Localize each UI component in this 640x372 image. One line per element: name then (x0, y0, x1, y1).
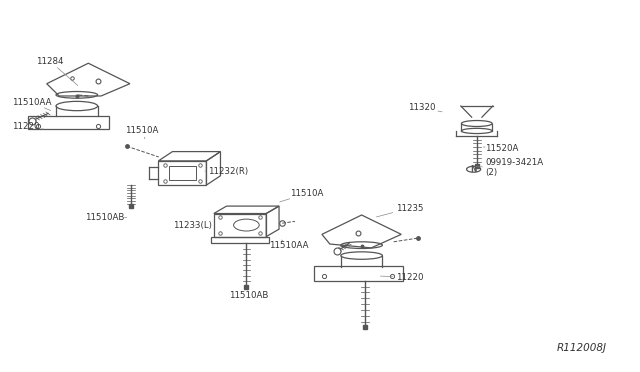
Text: 11235: 11235 (376, 204, 423, 217)
Text: 11510A: 11510A (125, 126, 158, 139)
Text: R112008J: R112008J (557, 343, 607, 353)
Text: 11320: 11320 (408, 103, 442, 112)
Bar (158, 161, 206, 185)
Text: 11510AA: 11510AA (12, 98, 51, 110)
Bar (214, 214, 266, 237)
Bar (169, 166, 196, 180)
Text: 11220: 11220 (12, 122, 44, 131)
Text: N: N (470, 165, 477, 174)
Text: 11510AB: 11510AB (85, 213, 127, 222)
Text: 11233(L): 11233(L) (173, 221, 212, 230)
Text: 11510AA: 11510AA (269, 240, 308, 250)
Text: 11520A: 11520A (483, 144, 518, 153)
Text: 09919-3421A
(2): 09919-3421A (2) (476, 158, 543, 177)
Text: 11284: 11284 (36, 57, 78, 86)
Text: 11510A: 11510A (280, 189, 323, 202)
Text: 11220: 11220 (380, 273, 423, 282)
Text: 11510AB: 11510AB (229, 291, 269, 300)
Text: 11232(R): 11232(R) (205, 167, 248, 176)
